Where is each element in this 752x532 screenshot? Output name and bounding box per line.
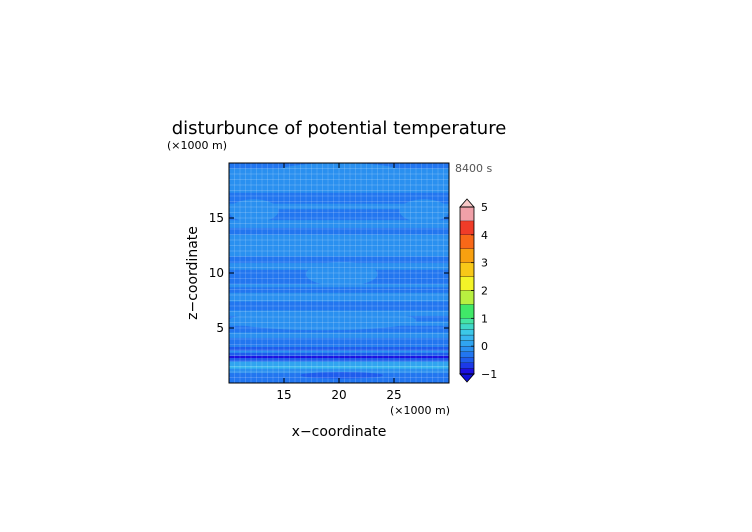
x-tick-label: 25: [386, 388, 401, 402]
colorbar-level: [460, 340, 474, 347]
colorbar-level: [460, 207, 474, 222]
contour-band: [229, 365, 449, 369]
colorbar-level: [460, 290, 474, 305]
colorbar-level: [460, 220, 474, 235]
contour-lobe: [229, 310, 416, 331]
colorbar-level: [460, 357, 474, 363]
colorbar-level: [460, 234, 474, 249]
colorbar-level: [460, 323, 474, 330]
colorbar-over-triangle: [459, 198, 475, 208]
contour-band: [229, 361, 449, 366]
contour-lobe: [306, 262, 378, 287]
contour-band: [229, 368, 449, 374]
y-tick-label: 10: [209, 266, 224, 280]
colorbar-level: [460, 351, 474, 358]
colorbar-tick-label: 3: [481, 257, 488, 270]
contour-band: [229, 287, 449, 293]
colorbar-tick-label: 2: [481, 285, 488, 298]
colorbar-level: [460, 329, 474, 336]
x-tick-label: 15: [276, 388, 291, 402]
colorbar-level: [460, 276, 474, 291]
contour-band: [229, 356, 449, 359]
contour-band: [229, 337, 449, 346]
colorbar-tick-label: 0: [481, 340, 488, 353]
colorbar-under-triangle: [459, 373, 475, 383]
contour-band: [229, 350, 449, 353]
y-tick-label: 5: [216, 321, 224, 335]
chart-title: disturbunce of potential temperature: [172, 118, 507, 139]
contour-band: [229, 192, 449, 204]
x-tick-label: 20: [331, 388, 346, 402]
x-axis-unit: (×1000 m): [390, 404, 450, 417]
contour-lobe: [273, 163, 405, 183]
contour-band: [229, 209, 449, 221]
colorbar-level: [460, 248, 474, 263]
colorbar-level: [460, 334, 474, 341]
contour-band: [229, 227, 449, 235]
colorbar-level: [460, 368, 474, 374]
colorbar-tick-label: −1: [481, 368, 497, 381]
colorbar-level: [460, 346, 474, 352]
contour-field: [229, 163, 449, 383]
colorbar-level: [460, 362, 474, 369]
colorbar: −1 0 1 2 3 4 5: [459, 198, 497, 383]
contour-band: [229, 256, 449, 264]
colorbar-level: [460, 262, 474, 277]
x-axis-label: x−coordinate: [292, 424, 387, 440]
colorbar-tick-label: 1: [481, 312, 488, 325]
colorbar-tick-label: 4: [481, 229, 488, 242]
contour-band: [229, 346, 449, 352]
contour-lobe: [399, 199, 449, 223]
y-tick-label: 15: [209, 211, 224, 225]
colorbar-level: [460, 318, 474, 325]
contour-lobe: [229, 199, 279, 223]
contour-band: [229, 352, 449, 357]
contour-band: [229, 358, 449, 362]
contour-lobe: [300, 372, 383, 379]
time-label: 8400 s: [455, 162, 492, 175]
y-axis-unit: (×1000 m): [167, 139, 227, 152]
contour-band: [229, 301, 449, 311]
colorbar-level: [460, 304, 474, 319]
y-axis-label: z−coordinate: [185, 226, 201, 320]
colorbar-tick-label: 5: [481, 201, 488, 214]
